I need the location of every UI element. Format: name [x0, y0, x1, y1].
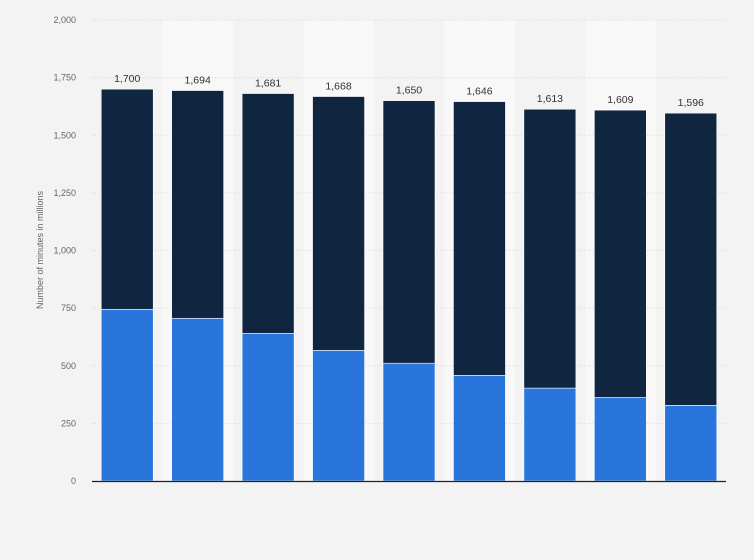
y-tick-label: 1,250 [53, 188, 76, 198]
bar-segment-upper [382, 100, 436, 364]
bar-segment-lower [171, 317, 224, 482]
y-axis-title: Number of minutes in millions [35, 190, 45, 309]
y-tick-label: 750 [61, 303, 76, 313]
y-tick-label: 1,750 [53, 73, 76, 83]
bar-segment-lower [382, 362, 436, 482]
total-data-label: 1,650 [396, 85, 422, 97]
total-data-label: 1,668 [325, 81, 351, 93]
y-tick-label: 250 [61, 418, 76, 428]
bar-segment-upper [241, 93, 295, 334]
bar-segment-upper [453, 101, 506, 376]
total-data-label: 1,613 [537, 93, 563, 105]
y-tick-label: 1,500 [53, 130, 76, 140]
bar-segment-lower [312, 350, 365, 482]
bar-segment-lower [241, 333, 295, 482]
bar-segment-lower [664, 405, 718, 482]
bar-segment-lower [453, 375, 506, 482]
y-axis-ticks: 0 250 500 750 1,000 1,250 1,500 1,750 2,000 [53, 15, 76, 486]
total-data-label: 1,596 [678, 97, 704, 109]
y-tick-label: 2,000 [53, 15, 76, 25]
total-labels: 1,700 1,694 1,681 1,668 1,650 1,646 1,613 1,609… [114, 73, 704, 109]
y-tick-label: 500 [61, 361, 76, 371]
bar-segment-lower [594, 397, 647, 482]
bar-segment-lower [523, 387, 577, 482]
bar-segment-upper [312, 96, 365, 351]
y-tick-label: 0 [71, 476, 76, 486]
total-data-label: 1,646 [466, 86, 492, 98]
total-data-label: 1,681 [255, 78, 281, 90]
bar-segment-upper [171, 90, 224, 319]
bar-segment-upper [594, 109, 647, 398]
total-data-label: 1,700 [114, 73, 140, 85]
bar-segment-upper [664, 112, 718, 406]
bar-segment-lower [100, 308, 154, 482]
bars [100, 88, 718, 482]
y-tick-label: 1,000 [53, 246, 76, 256]
total-data-label: 1,694 [185, 75, 211, 87]
total-data-label: 1,609 [607, 94, 633, 106]
bar-segment-upper [523, 108, 577, 389]
bar-segment-upper [100, 88, 154, 310]
